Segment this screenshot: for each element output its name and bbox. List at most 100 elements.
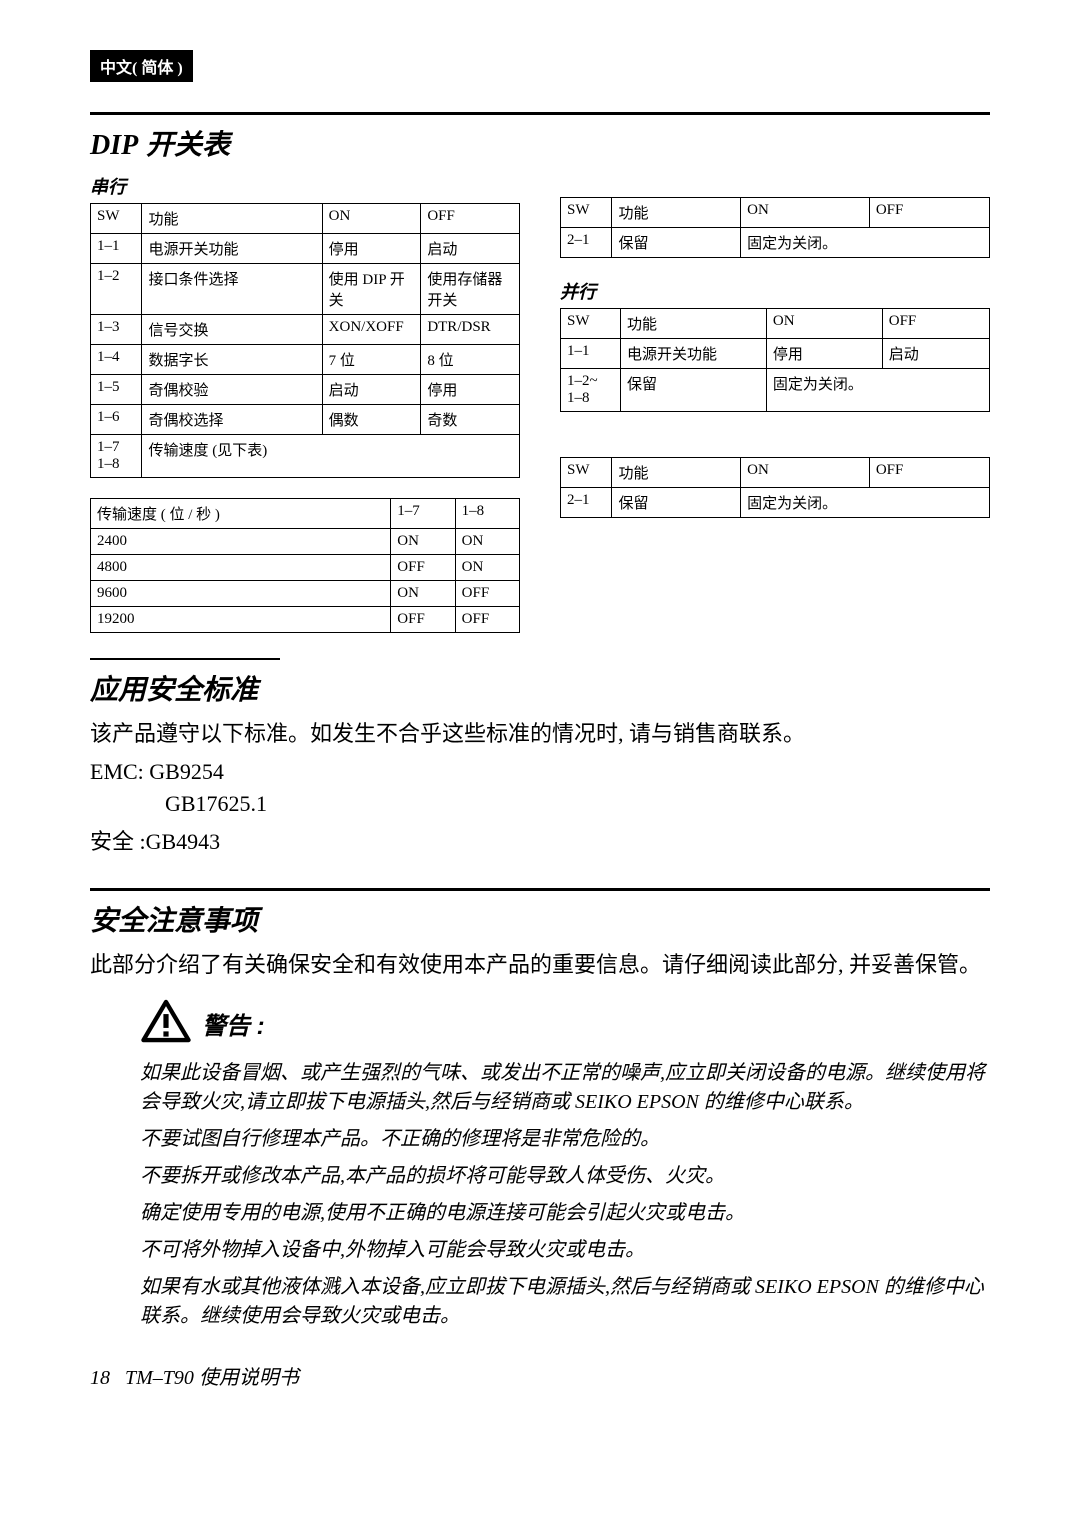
table-row: 1–3信号交换XON/XOFFDTR/DSR [91, 315, 520, 345]
warning-text: 如果此设备冒烟、或产生强烈的气味、或发出不正常的噪声,应立即关闭设备的电源。继续… [140, 1059, 990, 1117]
table-header-cell: SW [91, 204, 142, 234]
table-cell: 接口条件选择 [142, 264, 322, 315]
table-cell: ON [455, 555, 519, 581]
table-cell: 停用 [421, 375, 520, 405]
table-header-cell: SW [561, 198, 612, 228]
warning-icon [140, 998, 192, 1049]
table-cell: 偶数 [322, 405, 421, 435]
table-cell: ON [455, 529, 519, 555]
table-cell: 19200 [91, 607, 391, 633]
table-cell: 停用 [322, 234, 421, 264]
table-header-cell: OFF [421, 204, 520, 234]
table-cell: 电源开关功能 [142, 234, 322, 264]
safety-std-body: 该产品遵守以下标准。如发生不合乎这些标准的情况时, 请与销售商联系。 [90, 718, 990, 750]
table-cell: XON/XOFF [322, 315, 421, 345]
table-row: 4800OFFON [91, 555, 520, 581]
table-row: 1–2接口条件选择使用 DIP 开关使用存储器开关 [91, 264, 520, 315]
precautions-intro: 此部分介绍了有关确保安全和有效使用本产品的重要信息。请仔细阅读此部分, 并妥善保… [90, 949, 990, 981]
table-row: 2–1保留固定为关闭。 [561, 228, 990, 258]
table-cell: 数据字长 [142, 345, 322, 375]
parallel-sw2-table: SW功能ONOFF2–1保留固定为关闭。 [560, 457, 990, 518]
table-header-cell: OFF [882, 309, 989, 339]
table-header-cell: SW [561, 458, 612, 488]
table-cell: OFF [455, 607, 519, 633]
table-cell: OFF [391, 555, 455, 581]
table-cell: 8 位 [421, 345, 520, 375]
table-row: 1–2~1–8保留固定为关闭。 [561, 369, 990, 412]
warning-text: 不要试图自行修理本产品。不正确的修理将是非常危险的。 [140, 1125, 990, 1154]
warning-text: 不要拆开或修改本产品,本产品的损坏将可能导致人体受伤、火灾。 [140, 1162, 990, 1191]
baud-table: 传输速度 ( 位 / 秒 )1–71–82400ONON4800OFFON960… [90, 498, 520, 633]
table-header-cell: 传输速度 ( 位 / 秒 ) [91, 499, 391, 529]
table-row: 19200OFFOFF [91, 607, 520, 633]
table-header-cell: SW [561, 309, 621, 339]
warning-header: 警告 : [140, 998, 990, 1049]
table-header-cell: 1–8 [455, 499, 519, 529]
table-cell: 1–2 [91, 264, 142, 315]
table-row: 1–1电源开关功能停用启动 [561, 339, 990, 369]
table-row: 1–71–8传输速度 (见下表) [91, 435, 520, 478]
table-cell: 启动 [421, 234, 520, 264]
table-cell: DTR/DSR [421, 315, 520, 345]
table-cell: ON [391, 581, 455, 607]
warning-text: 不可将外物掉入设备中,外物掉入可能会导致火灾或电击。 [140, 1236, 990, 1265]
table-row: 1–1电源开关功能停用启动 [91, 234, 520, 264]
language-badge: 中文( 简体 ) [90, 50, 193, 82]
safety-line: 安全 :GB4943 [90, 826, 990, 858]
table-header-cell: 功能 [612, 198, 741, 228]
table-cell: 2400 [91, 529, 391, 555]
table-header-cell: ON [741, 198, 870, 228]
table-header-cell: OFF [869, 198, 989, 228]
table-cell: OFF [391, 607, 455, 633]
table-cell: 1–5 [91, 375, 142, 405]
page-footer: 18 TM–T90 使用说明书 [90, 1361, 990, 1390]
serial-label: 串行 [90, 173, 520, 199]
table-header-cell: 功能 [142, 204, 322, 234]
table-cell: 1–4 [91, 345, 142, 375]
warning-text: 确定使用专用的电源,使用不正确的电源连接可能会引起火灾或电击。 [140, 1199, 990, 1228]
warning-label: 警告 : [202, 1006, 265, 1041]
table-cell: 奇偶校选择 [142, 405, 322, 435]
table-header-cell: ON [741, 458, 870, 488]
table-header-cell: ON [766, 309, 882, 339]
table-cell: 4800 [91, 555, 391, 581]
parallel-label: 并行 [560, 278, 990, 304]
table-cell: 启动 [322, 375, 421, 405]
warning-text: 如果有水或其他液体溅入本设备,应立即拔下电源插头,然后与经销商或 SEIKO E… [140, 1273, 990, 1331]
serial-sw2-table: SW功能ONOFF2–1保留固定为关闭。 [560, 197, 990, 258]
table-cell: 使用存储器开关 [421, 264, 520, 315]
table-header-cell: ON [322, 204, 421, 234]
table-row: 1–6奇偶校选择偶数奇数 [91, 405, 520, 435]
serial-sw1-table: SW功能ONOFF1–1电源开关功能停用启动1–2接口条件选择使用 DIP 开关… [90, 203, 520, 478]
parallel-sw1-table: SW功能ONOFF1–1电源开关功能停用启动1–2~1–8保留固定为关闭。 [560, 308, 990, 412]
table-cell: 传输速度 (见下表) [142, 435, 520, 478]
table-header-cell: 功能 [612, 458, 741, 488]
safety-std-title: 应用安全标准 [90, 668, 990, 708]
table-header-cell: OFF [869, 458, 989, 488]
emc-line2: GB17625.1 [165, 788, 990, 820]
table-cell: 9600 [91, 581, 391, 607]
table-row: 1–4数据字长7 位8 位 [91, 345, 520, 375]
table-header-cell: 1–7 [391, 499, 455, 529]
divider [90, 658, 280, 660]
table-cell: 奇偶校验 [142, 375, 322, 405]
table-cell: 1–71–8 [91, 435, 142, 478]
table-cell: OFF [455, 581, 519, 607]
table-row: 1–5奇偶校验启动停用 [91, 375, 520, 405]
dip-section-title: DIP 开关表 [90, 123, 990, 163]
precautions-title: 安全注意事项 [90, 899, 990, 939]
table-cell: 信号交换 [142, 315, 322, 345]
table-cell: 1–6 [91, 405, 142, 435]
emc-line: EMC: GB9254 [90, 756, 990, 788]
divider [90, 888, 990, 891]
table-cell: 1–1 [91, 234, 142, 264]
table-row: 2–1保留固定为关闭。 [561, 488, 990, 518]
table-cell: 7 位 [322, 345, 421, 375]
table-cell: 奇数 [421, 405, 520, 435]
table-cell: 1–3 [91, 315, 142, 345]
table-row: 9600ONOFF [91, 581, 520, 607]
table-cell: 使用 DIP 开关 [322, 264, 421, 315]
table-header-cell: 功能 [621, 309, 767, 339]
divider [90, 112, 990, 115]
table-row: 2400ONON [91, 529, 520, 555]
